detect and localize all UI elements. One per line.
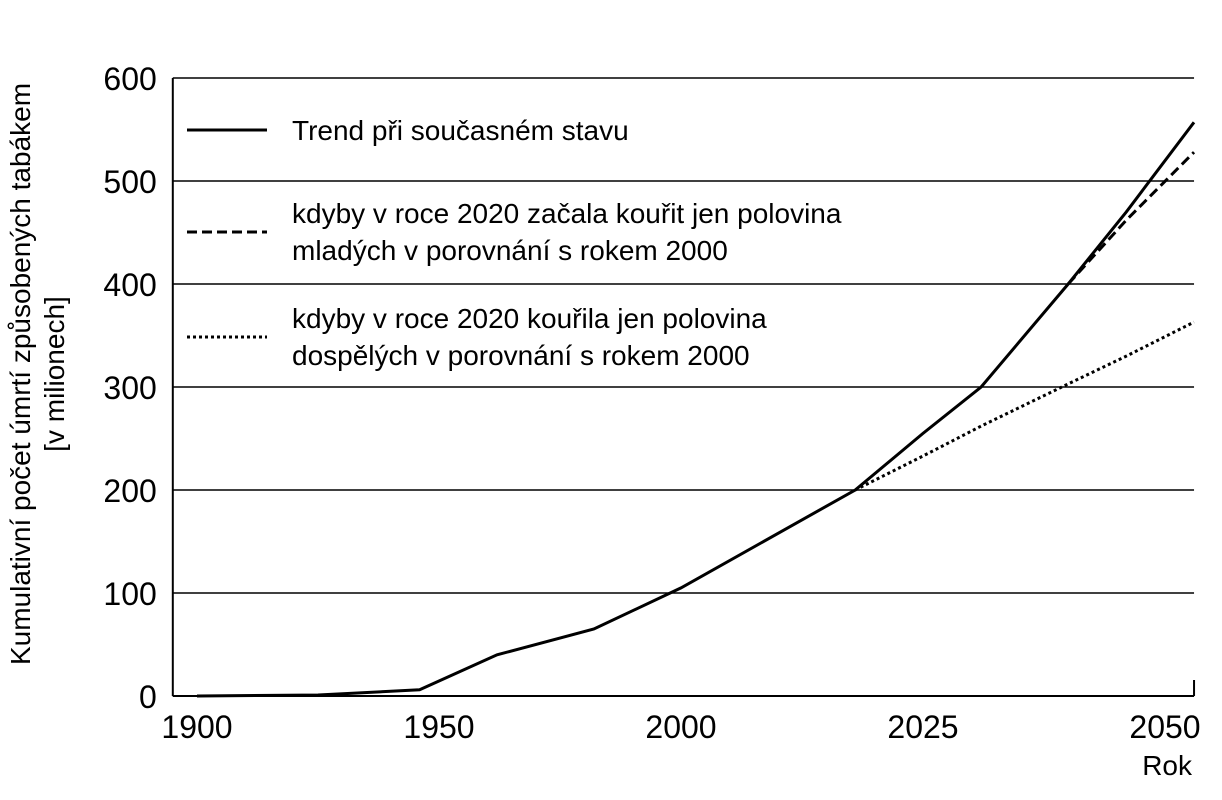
legend-label: kdyby v roce 2020 začala kouřit jen polo… (292, 198, 842, 266)
series-line (1067, 151, 1196, 286)
y-tick-label: 600 (103, 61, 156, 97)
y-tick-label: 300 (103, 370, 156, 406)
x-tick-label: 2050 (1129, 709, 1200, 745)
y-tick-label: 0 (139, 679, 157, 715)
x-tick-label: 1900 (161, 709, 232, 745)
x-tick-label: 2000 (645, 709, 716, 745)
legend-label: kdyby v roce 2020 kouřila jen polovina d… (292, 303, 767, 371)
y-tick-label: 500 (103, 164, 156, 200)
x-axis-label: Rok (1142, 750, 1192, 781)
y-axis-label: Kumulativní počet úmrtí způsobených tabá… (5, 82, 70, 666)
series-line (854, 320, 1195, 492)
legend-label: Trend při současném stavu (292, 114, 629, 146)
y-tick-label: 400 (103, 267, 156, 303)
y-tick-label: 100 (103, 576, 156, 612)
x-tick-label: 1950 (403, 709, 474, 745)
x-tick-label: 2025 (887, 709, 958, 745)
y-tick-label: 200 (103, 473, 156, 509)
